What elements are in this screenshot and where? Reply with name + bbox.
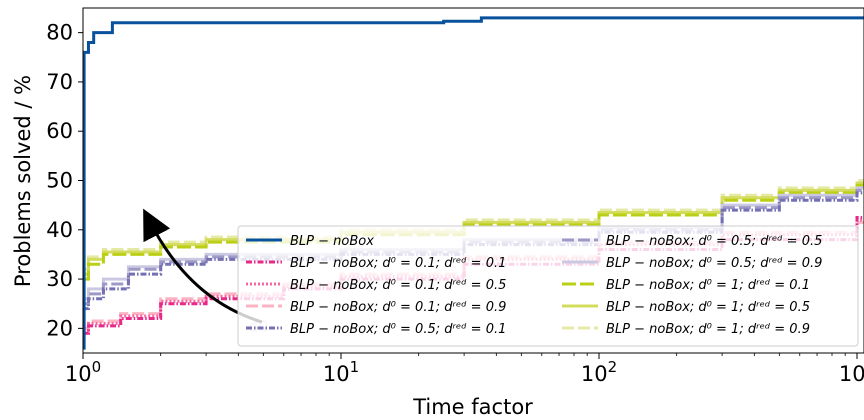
legend-label-s6: BLP − noBox; d⁰ = 0.5; dʳᵉᵈ = 0.5	[606, 234, 822, 249]
y-tick-label: 60	[46, 119, 73, 143]
series-line-s1	[83, 16, 864, 350]
x-tick-label: 102	[581, 358, 617, 386]
axes: 20 30 40 50 60 70 80 100 101 102 103	[46, 21, 864, 386]
y-tick-label: 40	[46, 218, 73, 242]
y-tick-label: 50	[46, 169, 73, 193]
legend-label-s1: BLP − noBox	[290, 234, 374, 249]
legend-label-s4: BLP − noBox; d⁰ = 0.1; dʳᵉᵈ = 0.9	[290, 300, 506, 315]
legend-box	[237, 225, 859, 347]
legend-label-s5: BLP − noBox; d⁰ = 0.5; dʳᵉᵈ = 0.1	[290, 322, 506, 337]
y-axis-label: Problems solved / %	[11, 75, 35, 287]
legend-label-s9: BLP − noBox; d⁰ = 1; dʳᵉᵈ = 0.5	[606, 300, 810, 315]
y-tick-label: 20	[46, 316, 73, 340]
legend-label-s2: BLP − noBox; d⁰ = 0.1; dʳᵉᵈ = 0.1	[290, 256, 506, 271]
legend-label-s7: BLP − noBox; d⁰ = 0.5; dʳᵉᵈ = 0.9	[606, 256, 822, 271]
series-line-s5	[83, 191, 864, 311]
x-axis-label: Time factor	[412, 395, 533, 419]
legend-label-s10: BLP − noBox; d⁰ = 1; dʳᵉᵈ = 0.9	[606, 322, 810, 337]
y-tick-label: 30	[46, 267, 73, 291]
x-tick-label: 103	[839, 358, 864, 386]
x-tick-label: 100	[65, 358, 101, 386]
y-tick-label: 70	[46, 70, 73, 94]
legend-label-s3: BLP − noBox; d⁰ = 0.1; dʳᵉᵈ = 0.5	[290, 278, 506, 293]
legend-label-s8: BLP − noBox; d⁰ = 1; dʳᵉᵈ = 0.1	[606, 278, 810, 293]
x-tick-label: 101	[323, 358, 359, 386]
y-tick-label: 80	[46, 21, 73, 45]
legend: BLP − noBox BLP − noBox; d⁰ = 0.1; dʳᵉᵈ =…	[237, 225, 859, 347]
